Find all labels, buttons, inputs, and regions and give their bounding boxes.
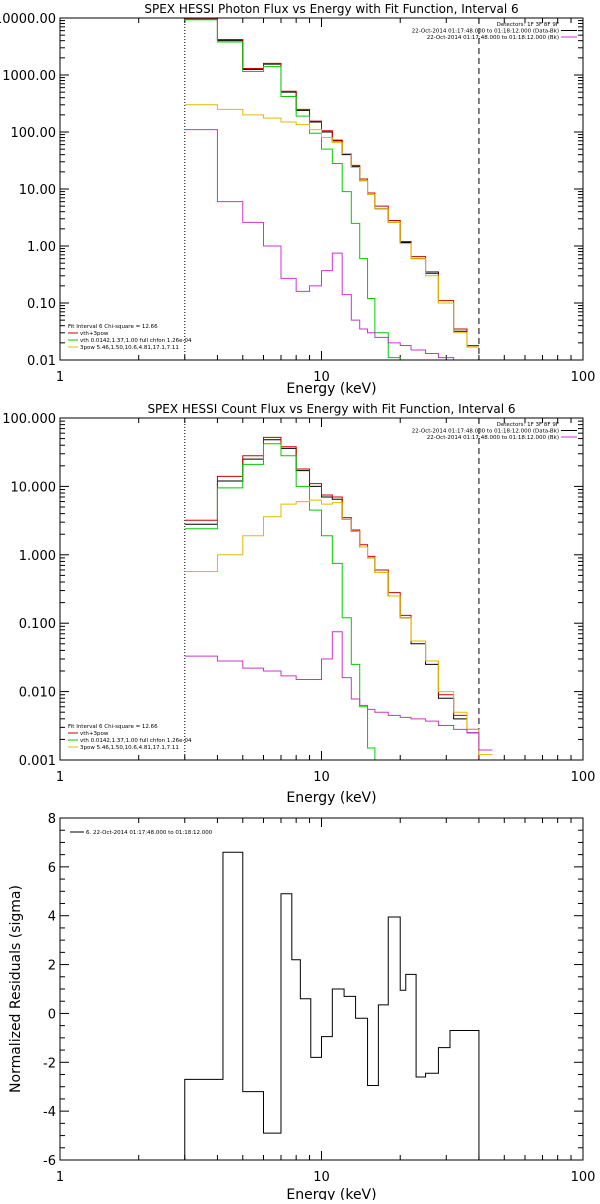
y-tick-label: 0 [48, 1007, 56, 1022]
y-tick-label: -4 [43, 1105, 56, 1120]
y-axis-label: Normalized Residuals (sigma) [8, 885, 24, 1093]
y-tick-label: 0.010 [19, 686, 56, 701]
y-tick-label: 10.000 [11, 480, 57, 495]
series-line-4 [184, 104, 479, 348]
legend-top-entry: Detectors: 1F 3F 8F 9F [497, 422, 559, 428]
y-tick-label: 0.100 [19, 617, 56, 632]
legend-top-entry: 22-Oct-2014 01:17:48.000 to 01:18:12.000… [412, 429, 559, 435]
y-tick-label: 2 [48, 959, 56, 974]
y-tick-label: 0.01 [27, 354, 56, 369]
x-tick-label: 1 [56, 370, 64, 385]
y-tick-label: 100.000 [2, 412, 56, 427]
plot-panel-2 [59, 417, 584, 761]
series-line-3 [184, 19, 401, 360]
legend-top-entry: 22-Oct-2014 01:17:48.000 to 01:18:12.000… [427, 435, 559, 441]
x-tick-label: 100 [571, 1170, 596, 1185]
x-axis-label: Energy (keV) [286, 790, 376, 806]
y-tick-label: 0.10 [27, 297, 56, 312]
plot-frame [59, 17, 584, 361]
y-tick-label: 1.00 [27, 240, 56, 255]
legend-bottom-entry: vth 0.0142,1.37,1.00 full chfon 1.26e-04 [80, 338, 192, 344]
legend-bottom-entry: vth+3pow [80, 331, 109, 337]
x-tick-label: 10 [313, 770, 330, 785]
legend-bottom-entry: 3pow 5.46,1.50,10.6,4.81,17.1,7.11 [80, 345, 179, 351]
chart-title: SPEX HESSI Photon Flux vs Energy with Fi… [144, 2, 518, 16]
y-tick-label: -2 [43, 1056, 56, 1071]
y-tick-label: 8 [48, 812, 56, 827]
legend-top-entry: Detectors: 1F 3F 8F 9F [497, 22, 559, 28]
legend-top-entry: 22-Oct-2014 01:17:48.000 to 01:18:12.000… [427, 35, 559, 41]
x-axis-label: Energy (keV) [286, 1187, 376, 1200]
x-tick-label: 100 [571, 370, 596, 385]
series-line-5 [184, 631, 493, 751]
y-tick-label: 6 [48, 861, 56, 876]
series-line-5 [184, 129, 479, 360]
plot-panel-3 [59, 817, 584, 1161]
legend-bottom-entry: vth+3pow [80, 731, 109, 737]
legend-bottom-entry: vth 0.0142,1.37,1.00 full chfon 1.26e-04 [80, 738, 192, 744]
x-tick-label: 10 [313, 370, 330, 385]
legend-bottom-entry: 3pow 5.46,1.50,10.6,4.81,17.1,7.11 [80, 745, 179, 751]
legend-top-entry: 22-Oct-2014 01:17:48.000 to 01:18:12.000… [412, 29, 559, 35]
y-tick-label: 0.001 [19, 754, 56, 769]
x-tick-label: 1 [56, 1170, 64, 1185]
x-axis-label: Energy (keV) [286, 381, 376, 397]
series-line-2 [184, 436, 493, 760]
series-line-3 [184, 443, 493, 760]
legend-top-entry: 6. 22-Oct-2014 01:17:48.000 to 01:18:12.… [86, 830, 213, 836]
y-tick-label: 1.000 [19, 549, 56, 564]
y-tick-label: 10.00 [19, 183, 56, 198]
plot-frame [59, 817, 584, 1161]
series-line-4 [184, 499, 493, 756]
plot-frame [59, 417, 584, 761]
series-line-1 [184, 18, 479, 348]
series-line-1 [184, 851, 480, 1160]
y-tick-label: 100.00 [11, 126, 57, 141]
x-tick-label: 10 [313, 1170, 330, 1185]
x-tick-label: 100 [571, 770, 596, 785]
x-tick-label: 1 [56, 770, 64, 785]
chart-title: SPEX HESSI Count Flux vs Energy with Fit… [147, 402, 515, 416]
y-tick-label: 4 [48, 910, 56, 925]
plot-panel-1 [59, 17, 584, 361]
legend-bottom-entry: Fit Interval 6 Chi-square = 12.66 [68, 324, 158, 330]
y-tick-label: -6 [43, 1154, 56, 1169]
y-tick-label: 1000.00 [2, 69, 56, 84]
y-tick-label: 10000.00 [0, 12, 56, 27]
legend-bottom-entry: Fit Interval 6 Chi-square = 12.66 [68, 724, 158, 730]
series-line-2 [184, 18, 479, 346]
